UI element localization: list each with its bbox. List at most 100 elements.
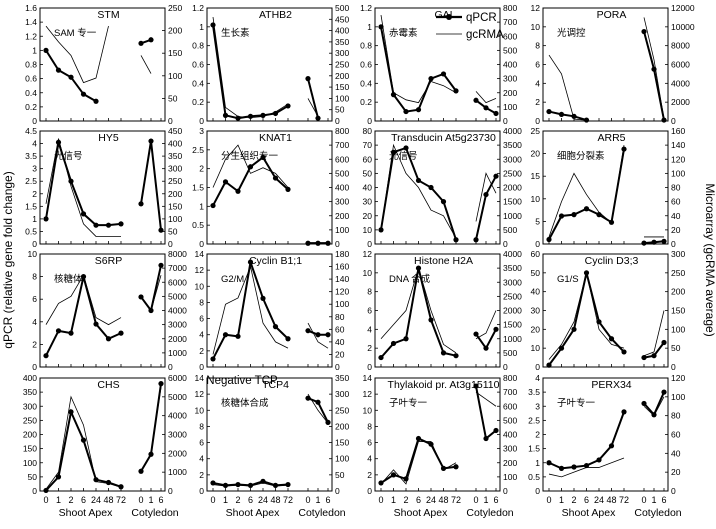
left-tick-label: 1 <box>199 201 204 211</box>
qpcr-point <box>80 274 87 280</box>
left-tick-label: 4 <box>367 454 372 464</box>
qpcr-point <box>272 482 279 488</box>
right-tick-label: 5000 <box>168 392 187 402</box>
qpcr-point <box>247 164 254 170</box>
qpcr-point <box>272 175 279 181</box>
left-tick-label: 0.8 <box>25 60 37 70</box>
qpcr-point <box>453 237 459 243</box>
right-tick-label: 400 <box>335 26 349 36</box>
left-tick-label: 12 <box>195 389 205 399</box>
right-tick-label: 100 <box>671 324 685 334</box>
qpcr-point <box>390 92 397 98</box>
right-tick-label: 50 <box>335 470 345 480</box>
x-axis-label-cotyledon: Cotyledon <box>634 507 681 519</box>
panel-annotation: 核糖体 <box>54 273 83 285</box>
left-tick-label: 10 <box>531 22 541 32</box>
left-tick-label: 12 <box>195 265 205 275</box>
right-tick-label: 100 <box>671 168 685 178</box>
right-tick-label: 3000 <box>168 430 187 440</box>
qpcr-point <box>55 67 62 73</box>
left-tick-label: 1 <box>367 22 372 32</box>
qpcr-point <box>621 146 627 152</box>
panel-frame <box>206 377 333 492</box>
right-tick-label: 7000 <box>168 263 187 273</box>
panel-title: Thylakoid pr. At3g15110 <box>388 379 500 391</box>
qpcr-line-apex <box>548 110 587 122</box>
left-tick-label: 10 <box>363 268 373 278</box>
panel-title: Transducin At5g23730 <box>391 132 496 144</box>
qpcr-point <box>473 237 479 243</box>
qpcr-point <box>235 333 241 339</box>
right-tick-label: 800 <box>335 126 349 136</box>
x-tick-label: 48 <box>606 495 616 505</box>
y-axis-label-right: Microarray (gcRMA average) <box>703 183 716 336</box>
left-tick-label: 6 <box>535 60 540 70</box>
x-tick-label: 1 <box>223 495 228 505</box>
right-tick-label: 0 <box>168 486 173 496</box>
qpcr-point <box>651 353 657 359</box>
qpcr-point <box>440 465 447 471</box>
left-tick-label: 1.5 <box>25 201 37 211</box>
qpcr-point <box>93 477 99 483</box>
left-tick-label: 60 <box>363 154 373 164</box>
right-tick-label: 500 <box>503 348 517 358</box>
y-axis-label-left: qPCR (relative gene fold change) <box>1 171 15 348</box>
left-tick-label: 2 <box>535 430 540 440</box>
gcrma-line-cotyledon <box>475 91 497 104</box>
left-tick-label: 0.2 <box>192 97 204 107</box>
panel-4: 0 2 4 6 8 10 12 0 2000 4000 6000 8000 10000 12000 PORA… <box>531 3 695 126</box>
qpcr-point <box>93 98 99 104</box>
right-tick-label: 0 <box>671 486 676 496</box>
qpcr-point <box>403 108 409 115</box>
right-tick-label: 200 <box>335 71 349 81</box>
x-tick-label: 0 <box>378 495 383 505</box>
qpcr-line-apex <box>548 411 625 470</box>
right-tick-label: 700 <box>335 140 349 150</box>
qpcr-point <box>651 239 657 245</box>
right-tick-label: 700 <box>503 387 517 397</box>
right-tick-label: 300 <box>335 389 349 399</box>
x-tick-label: 2 <box>571 495 576 505</box>
qpcr-point <box>428 184 434 191</box>
legend-qpcr-label: qPCR <box>466 12 497 24</box>
qpcr-point <box>118 330 124 336</box>
qpcr-point <box>158 262 164 268</box>
qpcr-point <box>148 138 154 144</box>
qpcr-point <box>583 206 590 212</box>
qpcr-point <box>440 350 447 356</box>
left-tick-label: 6 <box>199 438 204 448</box>
left-tick-label: 3 <box>32 164 37 174</box>
qpcr-point <box>235 481 241 488</box>
left-tick-label: 20 <box>363 211 373 221</box>
left-tick-label: 6 <box>199 314 204 324</box>
qpcr-point <box>571 464 577 470</box>
qpcr-line-apex <box>380 146 457 241</box>
panel-title: PORA <box>597 9 627 21</box>
gcrma-line-cotyledon <box>643 310 665 357</box>
left-tick-label: 4 <box>32 139 37 149</box>
right-tick-label: 80 <box>671 411 681 421</box>
qpcr-point <box>305 76 311 82</box>
left-tick-label: 10 <box>363 225 373 235</box>
panel-annotation: 光信号 <box>54 150 83 162</box>
right-tick-label: 250 <box>168 176 182 186</box>
left-tick-label: 8 <box>367 287 372 297</box>
qpcr-line-apex <box>548 272 625 366</box>
x-tick-label: 72 <box>451 495 461 505</box>
left-tick-label: 8 <box>199 297 204 307</box>
qpcr-point <box>148 451 154 457</box>
panel-7: 0 10 20 30 40 50 60 70 80 0 500 1000 1500 2000 2500 300… <box>363 126 523 249</box>
right-tick-label: 3000 <box>168 320 187 330</box>
qpcr-point <box>493 427 499 434</box>
qpcr-point <box>285 481 291 488</box>
left-tick-label: 40 <box>363 183 373 193</box>
legend: qPCR gcRMA <box>436 12 504 41</box>
left-tick-label: 350 <box>23 387 37 397</box>
left-tick-label: 50 <box>531 268 541 278</box>
qpcr-point <box>473 383 479 389</box>
qpcr-point <box>210 22 216 28</box>
left-tick-label: 3 <box>199 126 204 136</box>
right-tick-label: 350 <box>335 37 349 47</box>
qpcr-point <box>260 295 266 301</box>
